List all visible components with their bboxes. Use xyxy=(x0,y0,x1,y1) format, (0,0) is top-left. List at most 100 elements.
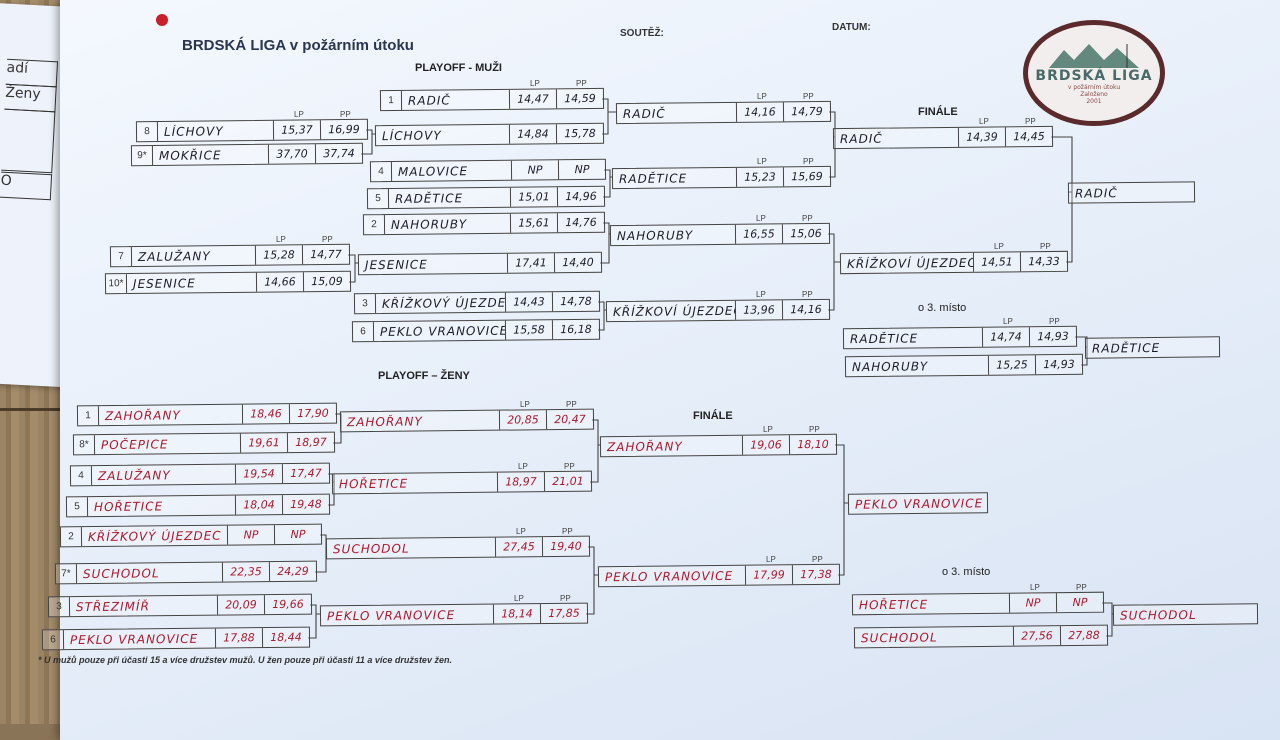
seed-number: 9* xyxy=(131,145,154,166)
left-lane-time: 18,04 xyxy=(234,495,283,515)
left-lane-time: 27,56 xyxy=(1012,626,1061,646)
pp-header: PP xyxy=(560,594,571,603)
team-name: ZAHOŘANY xyxy=(606,438,683,454)
left-lane-time: 15,37 xyxy=(272,120,321,140)
bracket-entry: SUCHODOL 27,45 19,40 xyxy=(325,535,591,560)
team-name: MALOVICE xyxy=(397,163,469,179)
left-lane-time: 22,35 xyxy=(221,562,270,582)
bracket-entry: PEKLO VRANOVICE 17,99 17,38 xyxy=(597,563,841,588)
right-lane-time: 19,66 xyxy=(263,594,312,615)
bracket-connector-line xyxy=(328,473,335,506)
logo-name: BRDSKÁ LIGA xyxy=(1035,67,1153,84)
bracket-entry: 5 HOŘETICE 18,04 19,48 xyxy=(65,493,331,518)
seed-number: 7* xyxy=(55,564,78,584)
bracket-connector-line xyxy=(600,222,610,264)
team-name: RADĚTICE xyxy=(1091,340,1161,356)
lp-header: LP xyxy=(1003,317,1013,326)
bracket-entry: SUCHODOL 27,56 27,88 xyxy=(853,624,1109,649)
left-lane-time: 14,74 xyxy=(981,327,1030,347)
lp-header: LP xyxy=(766,555,776,564)
bracket-entry: HOŘETICE NP NP xyxy=(851,591,1105,616)
right-lane-time: 17,38 xyxy=(791,564,840,585)
pp-header: PP xyxy=(812,555,823,564)
team-name: PEKLO VRANOVICE xyxy=(379,323,506,339)
team-name: SUCHODOL xyxy=(332,541,410,556)
women-playoff-title: PLAYOFF – ŽENY xyxy=(378,370,470,382)
bracket-entry: NAHORUBY 15,25 14,93 xyxy=(844,353,1084,378)
team-name: NAHORUBY xyxy=(616,227,694,243)
left-lane-time: 20,85 xyxy=(498,410,547,430)
seed-number: 1 xyxy=(77,406,100,426)
bracket-connector-line xyxy=(590,419,600,483)
bracket-connector-line xyxy=(835,444,848,576)
pp-header: PP xyxy=(322,235,333,244)
seed-number: 8 xyxy=(136,121,159,142)
bracket-entry: 6 PEKLO VRANOVICE 17,88 18,44 xyxy=(41,626,311,651)
pp-header: PP xyxy=(803,92,814,101)
team-name: KŘÍŽKOVÝ ÚJEZDEC xyxy=(87,528,222,544)
footnote: * U mužů pouze při účasti 15 a více druž… xyxy=(38,655,452,665)
left-lane-time: 14,16 xyxy=(735,102,784,122)
seed-number: 6 xyxy=(42,630,65,650)
bracket-entry: 6 PEKLO VRANOVICE 15,58 16,18 xyxy=(351,318,601,343)
logo-founded-year: 2001 xyxy=(1086,97,1102,105)
right-lane-time: 14,78 xyxy=(551,291,600,312)
pp-header: PP xyxy=(802,214,813,223)
right-lane-time: 20,47 xyxy=(545,409,594,430)
left-lane-time: 17,99 xyxy=(744,565,793,585)
seed-number: 10* xyxy=(105,274,128,294)
men-playoff-title: PLAYOFF - MUŽI xyxy=(415,62,502,74)
bracket-connector-line xyxy=(586,546,598,615)
bracket-entry: 8* POČEPICE 19,61 18,97 xyxy=(72,431,336,456)
pp-header: PP xyxy=(562,527,573,536)
left-lane-time: 17,41 xyxy=(506,253,555,273)
right-lane-time: 14,93 xyxy=(1028,326,1077,347)
bracket-entry: 10* JESENICE 14,66 15,09 xyxy=(104,270,352,295)
left-lane-time: 14,43 xyxy=(504,292,553,312)
right-lane-time: 19,48 xyxy=(281,494,330,515)
bracket-entry: LÍCHOVY 14,84 15,78 xyxy=(374,122,605,147)
pp-header: PP xyxy=(1025,117,1036,126)
men-final-label: FINÁLE xyxy=(918,106,958,118)
right-lane-time: NP xyxy=(273,524,322,545)
winner-box: RADĚTICE xyxy=(1084,336,1221,359)
seed-number: 6 xyxy=(352,322,375,342)
seed-number: 8* xyxy=(73,435,96,455)
team-name: PEKLO VRANOVICE xyxy=(604,568,734,584)
lp-header: LP xyxy=(756,214,766,223)
right-lane-time: 16,99 xyxy=(319,119,368,140)
left-lane-time: 16,55 xyxy=(734,224,783,244)
team-name: RADĚTICE xyxy=(394,190,464,206)
lp-header: LP xyxy=(294,110,304,119)
bracket-connector-line xyxy=(1051,136,1073,263)
team-name: SUCHODOL xyxy=(82,565,160,581)
winner-box: SUCHODOL xyxy=(1112,603,1259,626)
left-lane-time: NP xyxy=(226,525,275,545)
date-label: DATUM: xyxy=(832,22,871,33)
bracket-connectors xyxy=(308,98,1113,639)
seed-number: 7 xyxy=(110,247,133,267)
left-lane-time: 19,06 xyxy=(741,435,790,455)
right-lane-time: 14,93 xyxy=(1034,354,1083,375)
seed-number: 5 xyxy=(367,189,390,209)
left-lane-time: 14,66 xyxy=(255,272,304,292)
lp-header: LP xyxy=(757,157,767,166)
bracket-entry: 2 KŘÍŽKOVÝ ÚJEZDEC NP NP xyxy=(59,523,323,548)
right-lane-time: 15,09 xyxy=(302,271,351,292)
team-name: ZAHOŘANY xyxy=(346,413,423,429)
team-name: PEKLO VRANOVICE xyxy=(326,607,456,623)
left-lane-time: 18,97 xyxy=(496,472,545,492)
left-lane-time: 17,88 xyxy=(214,628,263,648)
right-lane-time: 14,45 xyxy=(1004,126,1053,147)
left-lane-time: 27,45 xyxy=(494,537,543,557)
women-final-label: FINÁLE xyxy=(693,410,733,422)
left-lane-time: NP xyxy=(1008,593,1057,613)
right-lane-time: 14,79 xyxy=(782,101,831,122)
pp-header: PP xyxy=(802,290,813,299)
pp-header: PP xyxy=(803,157,814,166)
lp-header: LP xyxy=(518,462,528,471)
competition-label: SOUTĚŽ: xyxy=(620,28,664,39)
left-lane-time: 20,09 xyxy=(216,595,265,615)
right-lane-time: 14,59 xyxy=(555,88,604,109)
bracket-entry: 7 ZALUŽANY 15,28 14,77 xyxy=(109,243,351,268)
